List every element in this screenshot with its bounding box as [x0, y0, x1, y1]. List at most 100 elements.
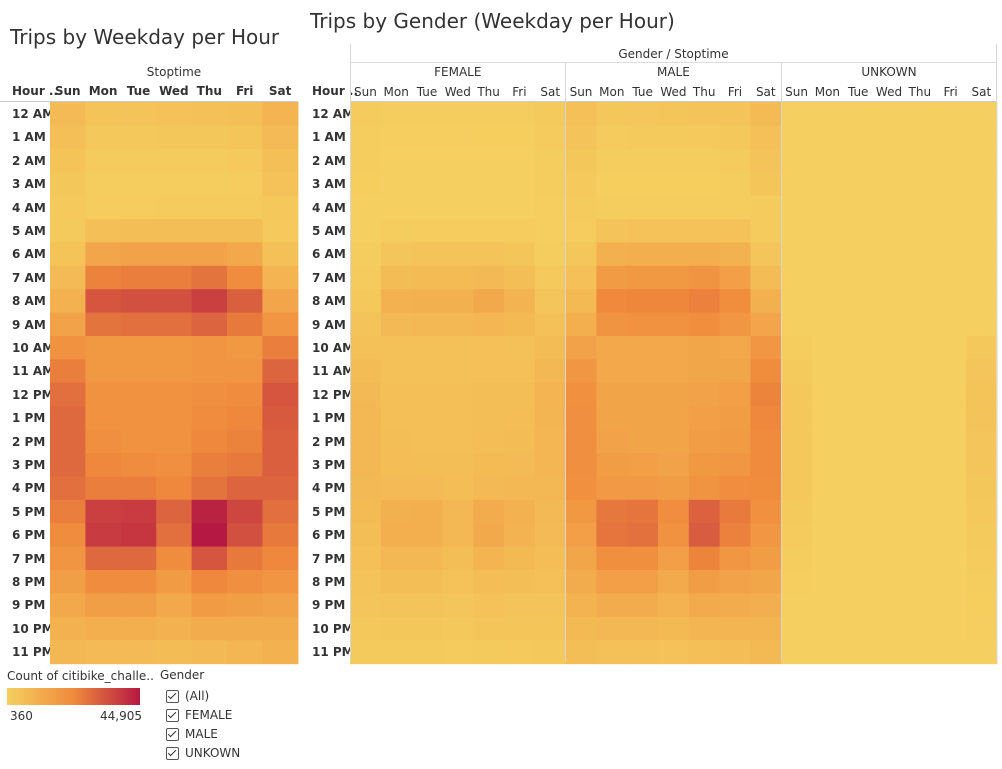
heatmap-cell: [935, 148, 967, 173]
heatmap-cell: [627, 406, 659, 431]
heatmap-cell: [750, 476, 782, 501]
heatmap-cell: [565, 289, 597, 314]
hour-label-right: 12 AM: [312, 107, 355, 121]
heatmap-cell: [812, 195, 844, 220]
filter-option-female[interactable]: FEMALE: [166, 708, 232, 722]
day-header-left: Sun: [54, 84, 81, 98]
heatmap-cell: [380, 640, 413, 665]
heatmap-cell: [262, 453, 299, 477]
heatmap-cell: [719, 289, 751, 314]
heatmap-cell: [504, 406, 536, 431]
heatmap-cell: [120, 406, 157, 431]
heatmap-cell: [50, 499, 86, 524]
heatmap-cell: [442, 148, 474, 173]
heatmap-cell: [719, 640, 751, 665]
heatmap-cell: [873, 289, 905, 314]
legend-min-value: 360: [10, 709, 33, 723]
checkbox-checked-icon[interactable]: [166, 689, 179, 703]
checkbox-checked-icon[interactable]: [166, 746, 179, 760]
heatmap-cell: [935, 499, 967, 524]
heatmap-cell: [719, 265, 751, 290]
heatmap-cell: [719, 148, 751, 173]
hour-label-right: 11 AM: [312, 364, 355, 379]
day-header-right: Mon: [814, 85, 841, 99]
heatmap-cell: [473, 195, 505, 220]
heatmap-cell: [120, 102, 157, 126]
heatmap-cell: [688, 640, 721, 665]
heatmap-cell: [596, 382, 628, 407]
heatmap-cell: [842, 499, 875, 524]
day-header-right: Thu: [908, 85, 932, 99]
filter-option-male[interactable]: MALE: [166, 727, 218, 741]
heatmap-cell: [904, 616, 936, 641]
heatmap-cell: [873, 382, 905, 407]
heatmap-cell: [380, 172, 413, 197]
heatmap-cell: [350, 102, 382, 126]
heatmap-cell: [156, 359, 193, 384]
heatmap-cell: [966, 406, 998, 431]
heatmap-cell: [227, 640, 263, 665]
hour-label-left: 9 AM: [12, 317, 46, 332]
heatmap-cell: [966, 429, 998, 454]
heatmap-cell: [50, 219, 86, 243]
heatmap-cell: [781, 242, 813, 267]
heatmap-cell: [350, 382, 382, 407]
heatmap-cell: [904, 406, 936, 431]
checkbox-checked-icon[interactable]: [166, 708, 179, 722]
heatmap-cell: [627, 102, 659, 126]
filter-option-label: (All): [185, 689, 210, 703]
heatmap-cell: [812, 219, 844, 243]
heatmap-cell: [442, 499, 474, 524]
filter-option-unkown[interactable]: UNKOWN: [166, 746, 240, 760]
heatmap-cell: [504, 453, 536, 477]
hour-label-right: 7 AM: [312, 270, 346, 285]
heatmap-cell: [750, 172, 782, 197]
heatmap-cell: [627, 125, 659, 150]
heatmap-cell: [565, 593, 597, 618]
heatmap-cell: [504, 570, 536, 594]
heatmap-cell: [781, 640, 813, 665]
heatmap-cell: [935, 616, 967, 641]
heatmap-cell: [627, 336, 659, 360]
heatmap-cell: [596, 336, 628, 360]
heatmap-cell: [50, 640, 86, 665]
heatmap-cell: [750, 523, 782, 548]
hour-label-right: 5 PM: [312, 504, 346, 519]
heatmap-cell: [596, 172, 628, 197]
row-field-label-right: Hour ..: [312, 84, 359, 98]
heatmap-cell: [873, 476, 905, 501]
heatmap-cell: [442, 172, 474, 197]
heatmap-cell: [565, 476, 597, 501]
hour-label-right: 4 PM: [312, 481, 346, 496]
hour-label-right: 2 PM: [312, 434, 346, 449]
heatmap-cell: [627, 640, 659, 665]
filter-option-all[interactable]: (All): [166, 689, 209, 703]
heatmap-cell: [627, 616, 659, 641]
hour-label-right: 3 PM: [312, 458, 346, 472]
hour-label-left: 12 AM: [12, 107, 55, 121]
heatmap-cell: [442, 640, 474, 665]
heatmap-cell: [411, 546, 443, 571]
heatmap-cell: [812, 102, 844, 126]
heatmap-cell: [565, 429, 597, 454]
heatmap-cell: [935, 382, 967, 407]
heatmap-cell: [227, 382, 263, 407]
heatmap-cell: [85, 616, 122, 641]
heatmap-cell: [565, 406, 597, 431]
heatmap-cell: [85, 476, 122, 501]
heatmap-cell: [842, 640, 875, 665]
heatmap-cell: [473, 640, 505, 665]
heatmap-cell: [658, 593, 690, 618]
heatmap-cell: [534, 195, 567, 220]
heatmap-cell: [873, 102, 905, 126]
heatmap-cell: [904, 570, 936, 594]
heatmap-cell: [191, 640, 228, 665]
hour-label-right: 10 PM: [312, 621, 354, 636]
heatmap-cell: [596, 476, 628, 501]
heatmap-cell: [596, 102, 628, 126]
heatmap-cell: [473, 499, 505, 524]
heatmap-cell: [904, 429, 936, 454]
heatmap-cell: [120, 593, 157, 618]
checkbox-checked-icon[interactable]: [166, 727, 179, 741]
heatmap-cell: [191, 382, 228, 407]
